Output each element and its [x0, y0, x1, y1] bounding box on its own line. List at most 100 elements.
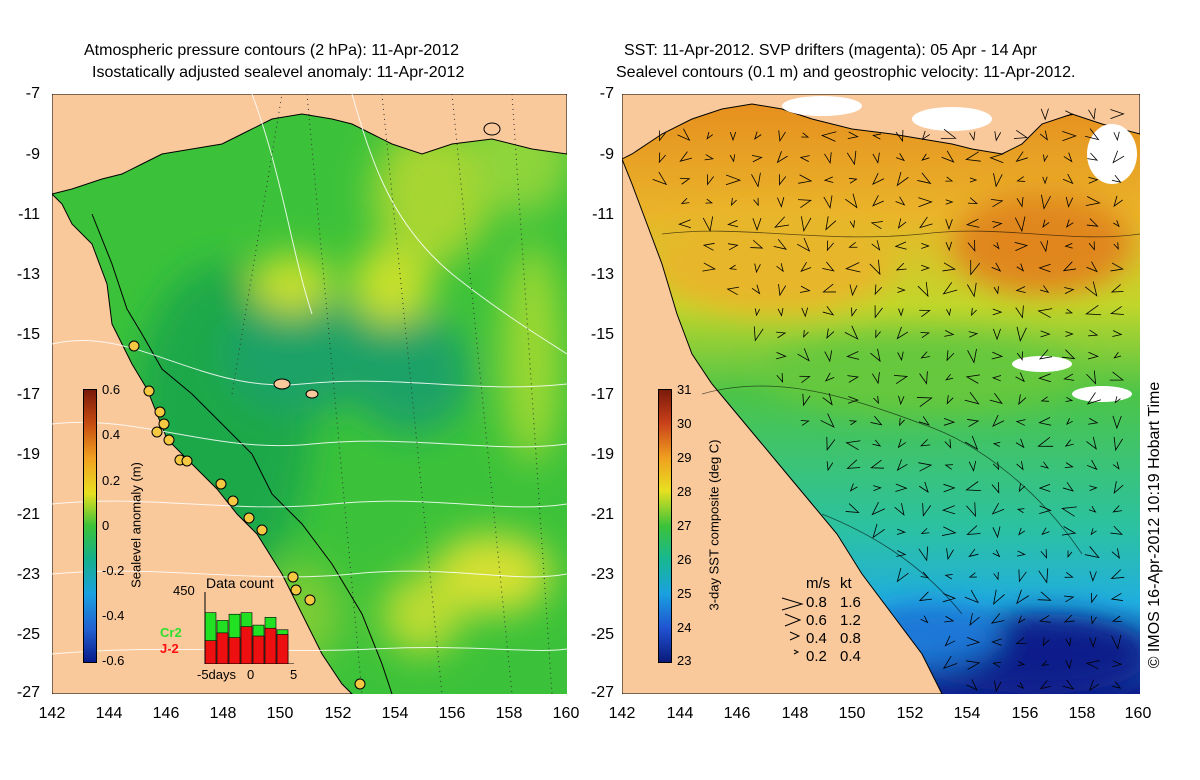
velocity-arrow [992, 461, 1000, 471]
velocity-arrow [942, 282, 958, 295]
velocity-arrow [1042, 637, 1050, 647]
velocity-arrow [967, 240, 976, 252]
velocity-arrow [822, 261, 835, 272]
left-lon-tick-9: 160 [552, 705, 580, 722]
velocity-arrow [872, 439, 882, 447]
velocity-arrow [941, 150, 955, 163]
right-lon-tick-1: 144 [666, 705, 694, 722]
velocity-arrow [1113, 242, 1119, 250]
velocity-arrow [871, 240, 881, 251]
velocity-legend-row-2-ms: 0.4 [806, 630, 827, 647]
velocity-arrow [826, 436, 836, 451]
velocity-arrow [941, 505, 956, 515]
velocity-arrow [849, 483, 858, 492]
velocity-arrow [803, 330, 809, 339]
velocity-arrow [702, 262, 717, 272]
velocity-arrow [849, 420, 858, 426]
islands [273, 122, 501, 399]
velocity-arrow [1038, 349, 1053, 360]
velocity-arrow [1113, 436, 1123, 452]
sst-colorbar-tick-0: 31 [677, 382, 692, 397]
imos-credit: © IMOS 16-Apr-2012 10:19 Hobart Time [1146, 381, 1163, 669]
velocity-arrow [873, 485, 882, 492]
right-lat-tick-6: -19 [590, 446, 614, 463]
velocity-arrow [992, 308, 1003, 316]
velocity-arrow [777, 307, 784, 317]
velocity-arrow [845, 503, 860, 513]
queensland-land [622, 158, 943, 694]
data-count-chart [204, 592, 294, 664]
velocity-arrow [1090, 528, 1097, 536]
velocity-arrow [1062, 173, 1074, 185]
velocity-arrow [991, 262, 1002, 272]
velocity-arrow [1064, 595, 1075, 603]
velocity-arrow [872, 195, 884, 207]
velocity-arrow [992, 328, 1001, 341]
velocity-arrow [1039, 680, 1052, 690]
velocity-arrow [966, 679, 978, 691]
velocity-arrow [849, 220, 855, 229]
velocity-arrow [1016, 682, 1025, 689]
velocity-arrow [871, 502, 885, 516]
velocity-arrow [1040, 461, 1050, 469]
sst-colorbar [658, 389, 672, 663]
velocity-arrow [846, 150, 857, 166]
velocity-arrow [1016, 263, 1025, 272]
velocity-arrow [1112, 150, 1125, 164]
velocity-arrow [1016, 196, 1024, 208]
sla-colorbar-tick-3: 0 [102, 518, 110, 533]
right-lat-tick-3: -13 [590, 266, 614, 283]
velocity-arrow [991, 351, 1004, 360]
velocity-arrow [1112, 681, 1122, 689]
velocity-arrow [1111, 175, 1122, 183]
velocity-arrow [964, 392, 980, 405]
right-lat-tick-1: -9 [599, 146, 614, 163]
velocity-arrow [1089, 571, 1097, 582]
velocity-arrow [680, 197, 690, 205]
velocity-arrow [920, 331, 931, 339]
left-lat-tick-8: -23 [16, 566, 40, 583]
velocity-arrow [1043, 154, 1049, 163]
velocity-arrow [992, 526, 1001, 539]
legend-cr2: Cr2 [160, 625, 182, 640]
left-lat-tick-5: -17 [16, 386, 40, 403]
left-lon-tick-4: 150 [266, 705, 294, 722]
velocity-arrow [992, 221, 1003, 229]
velocity-arrow [1015, 286, 1026, 293]
velocity-arrow [946, 395, 954, 405]
velocity-arrow [967, 197, 979, 205]
left-lat-tick-3: -13 [16, 266, 40, 283]
legend-j2: J-2 [160, 641, 179, 656]
velocity-arrow [1089, 485, 1098, 492]
velocity-legend-arrows [781, 597, 804, 655]
velocity-arrow [898, 395, 905, 406]
velocity-arrow [944, 464, 954, 470]
velocity-arrow [1110, 284, 1124, 293]
data-count-bar-j2 [264, 627, 277, 664]
velocity-arrow [1088, 176, 1099, 184]
velocity-arrow [652, 171, 668, 186]
velocity-arrow [801, 307, 809, 318]
velocity-arrow [1065, 219, 1074, 228]
queensland-land [52, 193, 353, 694]
data-count-ymax: 450 [173, 583, 195, 598]
velocity-arrow [1014, 216, 1026, 233]
data-count-bar-j2 [228, 637, 241, 664]
velocity-arrow [1088, 241, 1095, 251]
sla-colorbar-tick-2: 0.2 [102, 473, 121, 488]
velocity-arrow [727, 219, 739, 228]
velocity-arrow [1088, 108, 1096, 121]
velocity-arrow [1065, 396, 1074, 402]
velocity-arrow [1086, 436, 1097, 450]
velocity-legend-row-3-kt: 0.4 [840, 648, 861, 665]
velocity-arrow [1038, 416, 1052, 426]
right-lon-tick-6: 154 [953, 705, 981, 722]
velocity-arrow [1067, 550, 1073, 558]
velocity-arrow [895, 483, 908, 492]
velocity-arrow [1018, 483, 1026, 493]
velocity-arrow [872, 172, 885, 185]
velocity-arrow [1085, 196, 1101, 207]
velocity-arrow [800, 261, 812, 272]
velocity-arrow [1015, 305, 1024, 319]
velocity-arrow [990, 198, 1004, 208]
